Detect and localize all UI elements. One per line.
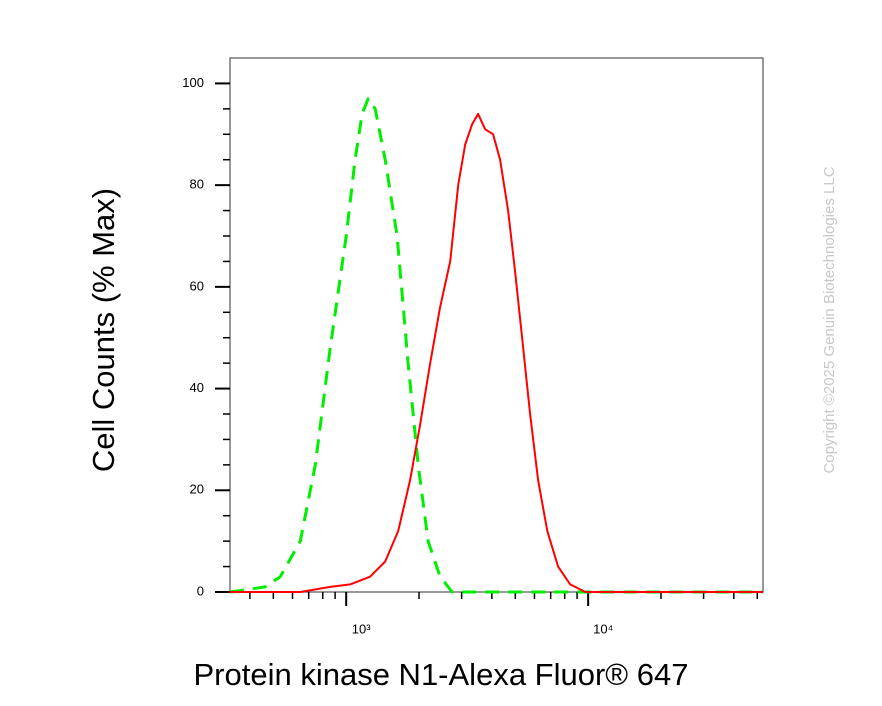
histogram-line — [229, 97, 763, 594]
x-axis-label: Protein kinase N1-Alexa Fluor® 647 — [194, 657, 689, 692]
plot-frame — [229, 57, 764, 593]
y-tick-label: 60 — [190, 278, 204, 293]
y-tick-label: 0 — [197, 583, 204, 598]
histogram-line — [230, 112, 763, 593]
x-tick-label: 10³ — [352, 621, 371, 636]
y-tick-label: 20 — [190, 482, 204, 497]
y-tick-label: 40 — [190, 380, 204, 395]
y-axis-label: Cell Counts (% Max) — [86, 188, 121, 472]
y-tick-label: 100 — [182, 75, 204, 90]
watermark: Copyright ©2025 Genuin Biotechnologies L… — [821, 166, 838, 473]
x-tick-label: 10⁴ — [593, 621, 613, 636]
y-tick-label: 80 — [190, 177, 204, 192]
